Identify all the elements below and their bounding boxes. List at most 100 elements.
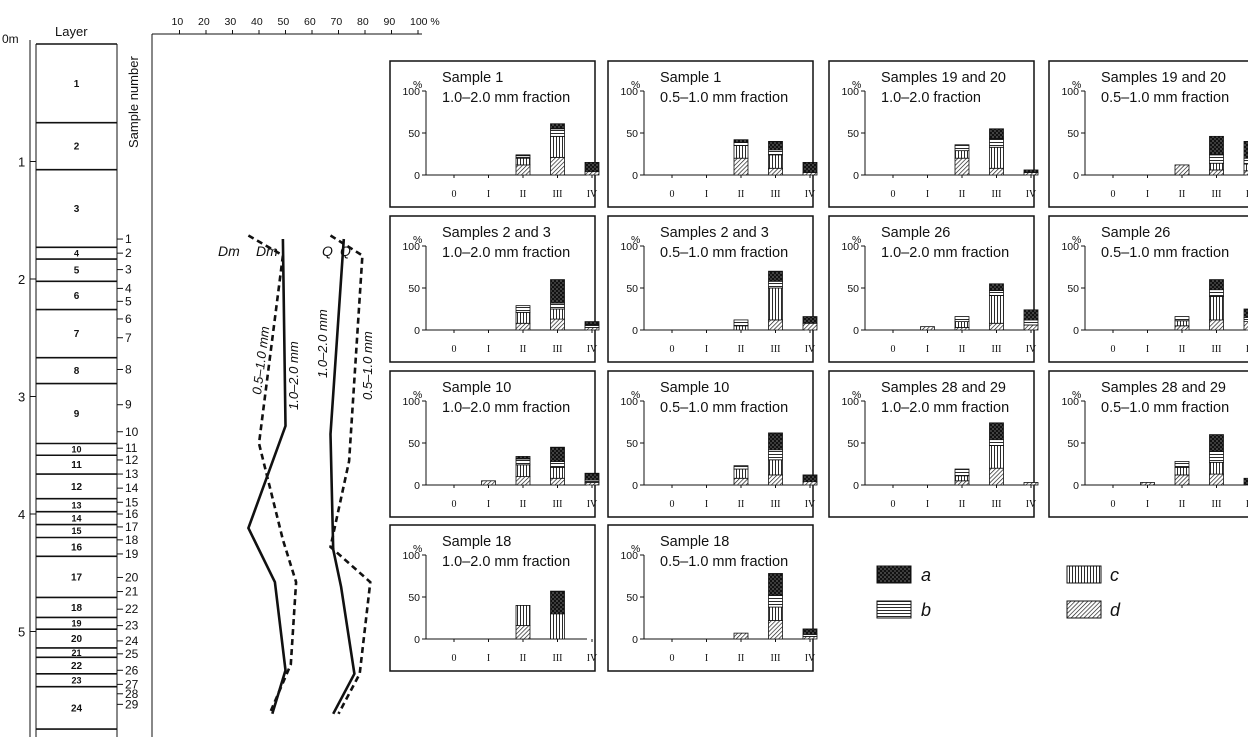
bar-y-unit: % (1072, 389, 1081, 401)
bar-category-label: II (738, 344, 745, 355)
curve-axis-tick-label: 80 (357, 16, 369, 28)
bar-segment-c (550, 308, 565, 320)
bar-segment-d (768, 167, 783, 176)
curve-axis-tick-label: 100 % (410, 16, 440, 28)
bar-y-unit: % (852, 79, 861, 91)
depth-tick-label: 4 (18, 507, 25, 522)
layer-label: 23 (71, 675, 81, 685)
bar-segment-a (989, 283, 1004, 291)
bar-category-label: III (992, 344, 1002, 355)
sample-number-label: 29 (125, 697, 139, 711)
bar-segment-d (550, 318, 565, 331)
bar-category-label: II (738, 189, 745, 200)
curve-label-q-coarse: 1.0–2.0 mm (315, 309, 330, 378)
layer-label: 2 (74, 142, 80, 153)
bar-category-label: IV (1246, 344, 1248, 355)
bar-y-tick-label: 50 (626, 128, 638, 140)
bar-category-label: I (487, 189, 490, 200)
bar-panel-title: Samples 2 and 3 (660, 225, 769, 241)
bar-category-label: II (1179, 189, 1186, 200)
curve-label-q-fine: 0.5–1.0 mm (360, 331, 375, 400)
bar-segment-c (733, 468, 749, 479)
bar-segment-b (954, 468, 970, 477)
sample-number-label: 10 (125, 425, 139, 439)
bar-category-label: I (705, 653, 708, 664)
bar-segment-a (584, 472, 600, 481)
bar-segment-b (1209, 289, 1224, 297)
bar-panel-subtitle: 1.0–2.0 mm fraction (881, 245, 1009, 261)
legend-swatch-b (876, 600, 912, 619)
bar-segment-d (954, 480, 970, 486)
bar-segment-b (550, 128, 565, 137)
bar-segment-d (768, 319, 783, 331)
bar-panel-subtitle: 0.5–1.0 mm fraction (1101, 90, 1229, 106)
bar-segment-d (733, 632, 749, 640)
bar-segment-d (989, 167, 1004, 176)
bar-y-unit: % (413, 234, 422, 246)
sample-number-label: 23 (125, 619, 139, 633)
sample-number-label: 17 (125, 520, 139, 534)
bar-segment-c (954, 321, 970, 328)
bar-segment-a (802, 628, 818, 635)
bar-y-unit: % (631, 543, 640, 555)
bar-y-tick-label: 0 (414, 325, 420, 337)
bar-category-label: III (992, 499, 1002, 510)
bar-category-label: 0 (670, 189, 675, 200)
bar-segment-a (768, 573, 783, 596)
legend-swatch-a (876, 565, 912, 584)
bar-segment-b (768, 280, 783, 289)
layer-label: 17 (71, 572, 83, 583)
bar-segment-b (989, 439, 1004, 446)
bar-y-tick-label: 100 (841, 396, 859, 408)
bar-panel-subtitle: 0.5–1.0 mm fraction (660, 400, 788, 416)
sample-number-label: 19 (125, 547, 139, 561)
bar-segment-d (768, 474, 783, 486)
layer-column-header: Layer (55, 24, 88, 39)
bar-segment-c (1209, 295, 1224, 321)
bar-y-tick-label: 100 (620, 396, 638, 408)
bar-category-label: III (992, 189, 1002, 200)
bar-panel-subtitle: 0.5–1.0 mm fraction (1101, 400, 1229, 416)
sample-number-header: Sample number (126, 56, 141, 148)
bar-category-label: IV (587, 344, 598, 355)
layer-label: 9 (74, 409, 80, 420)
bar-segment-c (768, 606, 783, 621)
bar-category-label: 0 (670, 344, 675, 355)
curve-axis-tick-label: 30 (225, 16, 237, 28)
bar-y-tick-label: 50 (1067, 128, 1079, 140)
bar-segment-c (550, 466, 565, 479)
bar-y-tick-label: 0 (632, 325, 638, 337)
bar-y-unit: % (631, 234, 640, 246)
bar-category-label: III (771, 653, 781, 664)
bar-category-label: III (1212, 499, 1222, 510)
bar-segment-d (584, 171, 600, 176)
bar-panel-title: Samples 2 and 3 (442, 225, 551, 241)
bar-category-label: IV (1026, 499, 1037, 510)
bar-y-tick-label: 50 (626, 438, 638, 450)
bar-segment-b (1209, 450, 1224, 463)
bar-category-label: IV (587, 499, 598, 510)
bar-category-label: IV (805, 344, 816, 355)
bar-y-tick-label: 0 (632, 634, 638, 646)
bar-category-label: II (959, 344, 966, 355)
curve-axis-tick-label: 10 (172, 16, 184, 28)
bar-segment-d (954, 157, 970, 176)
bar-y-tick-label: 50 (847, 283, 859, 295)
bar-category-label: 0 (452, 189, 457, 200)
sample-number-label: 27 (125, 677, 139, 691)
bar-segment-b (733, 141, 749, 147)
bar-y-unit: % (631, 79, 640, 91)
bar-y-unit: % (852, 234, 861, 246)
curve-label-dm-coarse: 1.0–2.0 mm (286, 341, 301, 410)
bar-y-tick-label: 100 (402, 241, 420, 253)
curve-label-dm-1: Dm (218, 243, 240, 259)
bar-y-unit: % (631, 389, 640, 401)
bar-segment-d (1209, 169, 1224, 176)
legend-swatch-c (1066, 565, 1102, 584)
layer-label: 1 (74, 79, 80, 90)
bar-segment-a (1209, 434, 1224, 452)
